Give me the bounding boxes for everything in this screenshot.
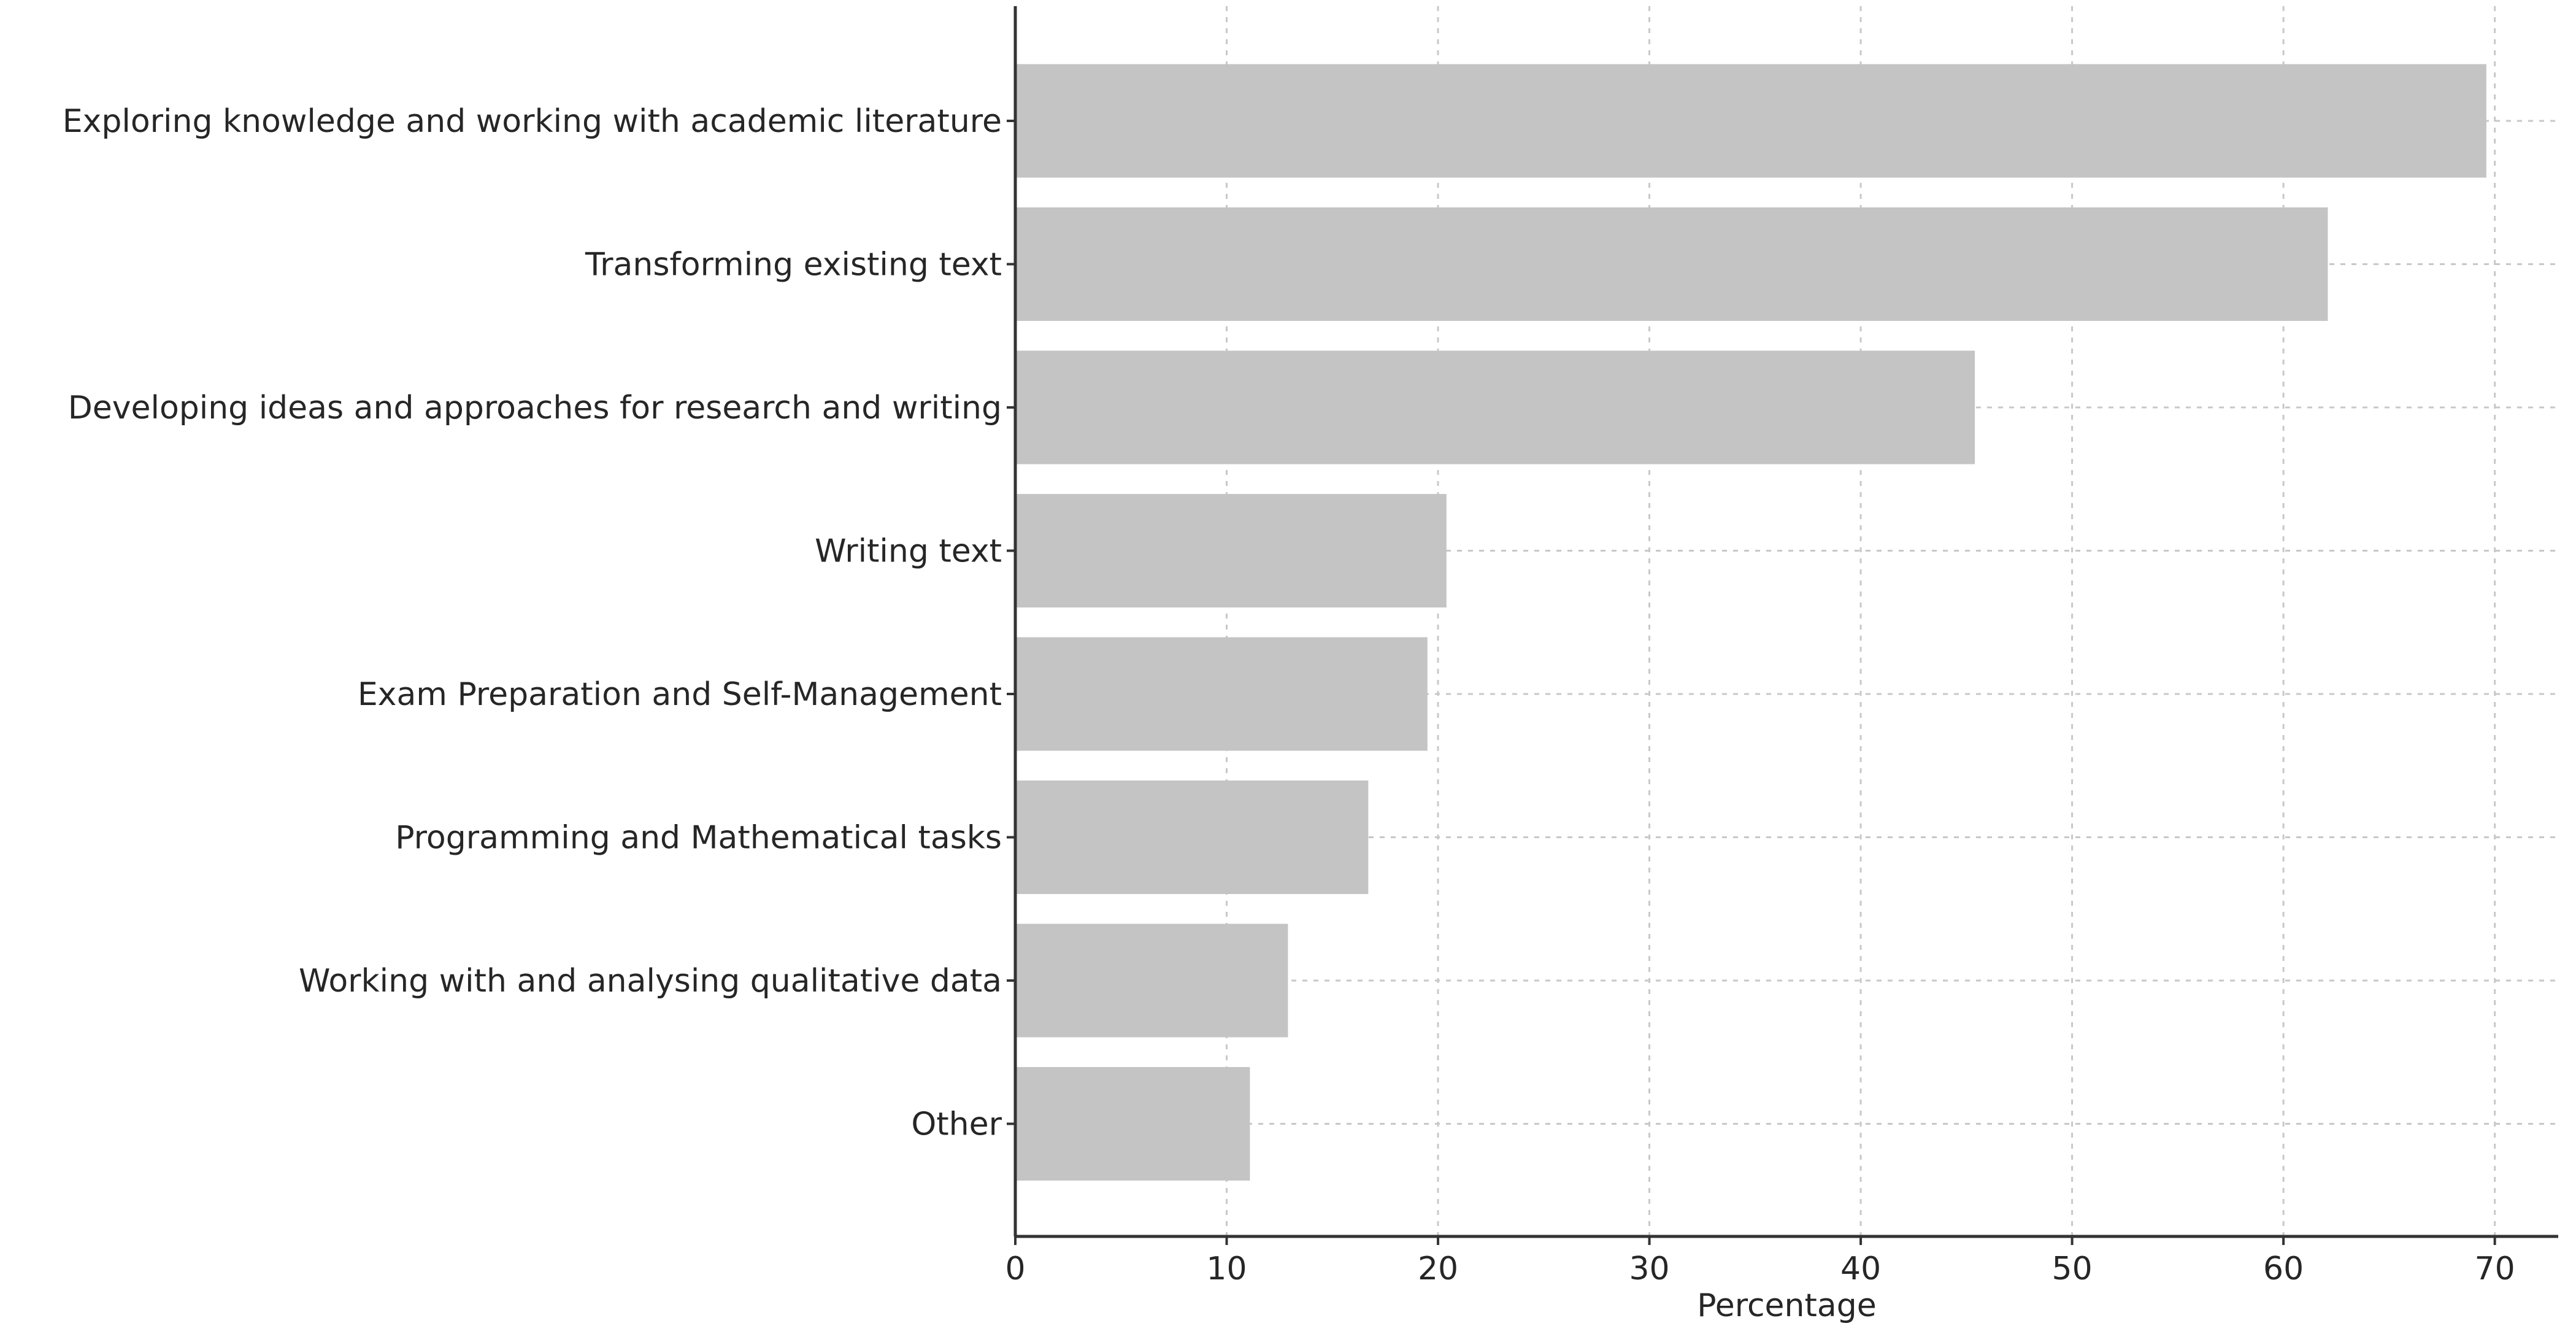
x-axis-title: Percentage — [1697, 1287, 1877, 1324]
x-ticks: 0 10 20 30 40 50 60 70 — [1005, 120, 2515, 1287]
category-label: Transforming existing text — [585, 247, 1002, 283]
bar — [1015, 64, 2486, 178]
bar — [1015, 923, 1288, 1038]
x-tick-label: 10 — [1206, 1251, 1247, 1287]
bar — [1015, 637, 1428, 751]
x-tick-label: 40 — [1840, 1251, 1881, 1287]
category-labels: Exploring knowledge and working with aca… — [63, 103, 1002, 1143]
category-label: Working with and analysing qualitative d… — [299, 963, 1002, 1000]
x-tick-label: 60 — [2263, 1251, 2304, 1287]
bar — [1015, 350, 1975, 464]
category-label: Programming and Mathematical tasks — [395, 820, 1002, 857]
bar — [1015, 494, 1447, 607]
category-label: Exam Preparation and Self-Management — [358, 676, 1002, 713]
category-label: Other — [911, 1106, 1002, 1143]
category-label: Developing ideas and approaches for rese… — [68, 390, 1002, 426]
x-tick-label: 50 — [2052, 1251, 2093, 1287]
category-label: Writing text — [815, 533, 1002, 570]
x-tick-label: 0 — [1005, 1251, 1025, 1287]
bar — [1015, 781, 1369, 894]
bar — [1015, 1067, 1250, 1181]
x-tick-label: 20 — [1418, 1251, 1458, 1287]
bar — [1015, 207, 2328, 321]
grid-lines — [1014, 6, 2558, 1236]
category-label: Exploring knowledge and working with aca… — [63, 103, 1002, 140]
bars — [1015, 64, 2486, 1181]
x-tick-label: 70 — [2475, 1251, 2515, 1287]
x-tick-label: 30 — [1629, 1251, 1669, 1287]
